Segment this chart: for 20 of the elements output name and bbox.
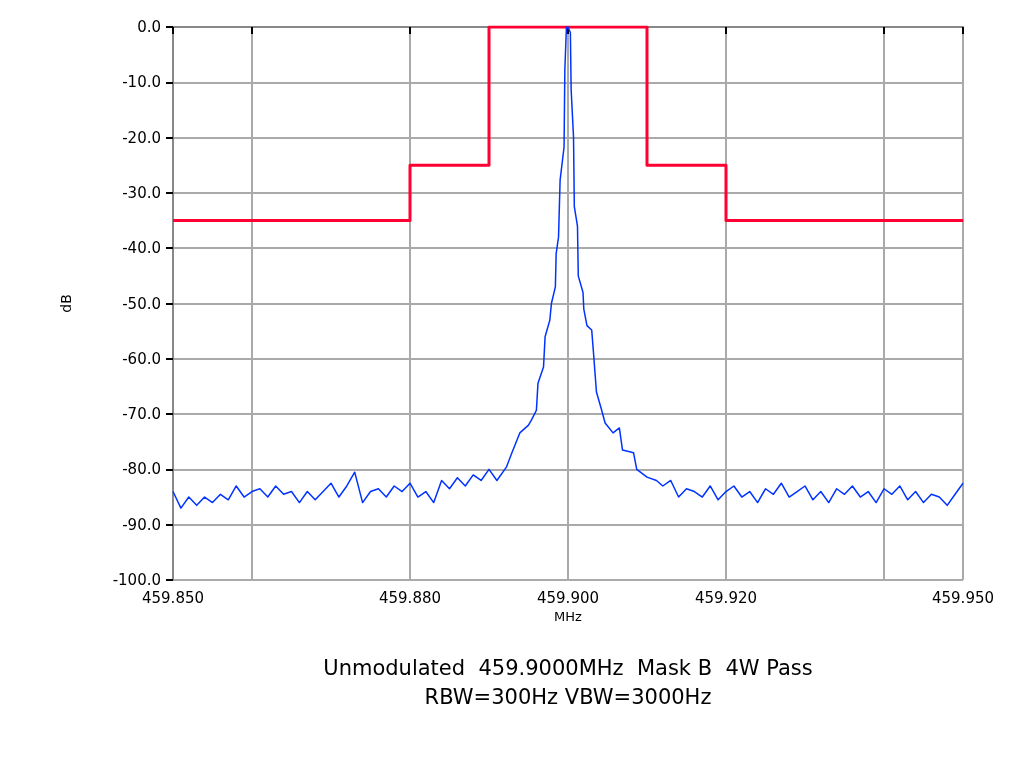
x-tick-label: 459.920 [694,588,758,607]
x-tick-label: 459.880 [378,588,442,607]
text: RBW=300Hz VBW=3000Hz [424,684,712,709]
x-tick-label: 459.900 [536,588,600,607]
x-tick-label: 459.850 [141,588,205,607]
y-tick-label: -30.0 [122,183,161,202]
y-axis-title: dB [58,294,74,313]
text: Unmodulated 459.9000MHz Mask B 4W Pass [323,655,813,680]
y-tick-label: -80.0 [122,460,161,479]
x-tick-label: 459.950 [931,588,995,607]
y-tick-label: -50.0 [122,294,161,313]
x-axis-title: MHz [554,608,583,624]
y-tick-label: -60.0 [122,349,161,368]
y-tick-label: -20.0 [122,128,161,147]
y-tick-label: -10.0 [122,73,161,92]
y-tick-label: -90.0 [122,515,161,534]
y-tick-label: 0.0 [137,18,161,36]
y-tick-label: -100.0 [112,571,161,589]
y-tick-label: -40.0 [122,239,161,258]
y-tick-label: -70.0 [122,405,161,424]
